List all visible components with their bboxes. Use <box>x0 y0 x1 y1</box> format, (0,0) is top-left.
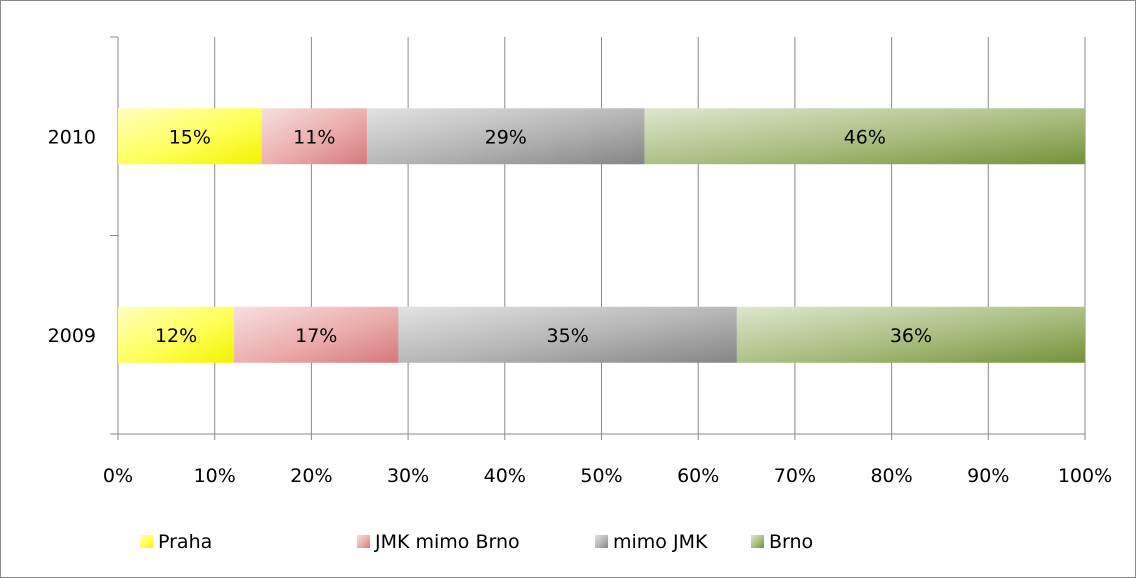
data-label: 29% <box>485 126 527 148</box>
bars: 15% 11% 29% 46% 12% 17% 35% 36% <box>118 108 1085 363</box>
legend-swatch <box>595 535 608 548</box>
legend: Praha JMK mimo Brno mimo JMK Brno <box>140 531 813 553</box>
x-tick-label: 0% <box>103 465 133 487</box>
data-label: 46% <box>844 126 886 148</box>
data-label: 15% <box>169 126 211 148</box>
x-tick-labels: 0% 10% 20% 30% 40% 50% 60% 70% 80% 90% 100% <box>103 465 1112 487</box>
data-label: 17% <box>295 325 337 347</box>
y-tick-labels: 2010 2009 <box>48 126 96 347</box>
legend-swatch <box>140 535 153 548</box>
bar-segment <box>366 108 645 165</box>
legend-swatch <box>357 535 370 548</box>
grid-lines <box>117 37 1086 434</box>
data-label: 11% <box>293 126 335 148</box>
bar-segment <box>118 108 262 165</box>
bar-segment <box>261 108 367 165</box>
x-tick-label: 70% <box>774 465 816 487</box>
bar-segment <box>118 306 235 363</box>
legend-label: Praha <box>158 531 212 553</box>
x-tick-label: 60% <box>677 465 719 487</box>
y-tick-label: 2010 <box>48 126 96 148</box>
x-tick-label: 30% <box>387 465 429 487</box>
data-label: 12% <box>155 325 197 347</box>
axes <box>110 36 1086 440</box>
legend-label: mimo JMK <box>613 531 708 553</box>
data-label: 35% <box>547 325 589 347</box>
data-label: 36% <box>890 325 932 347</box>
x-tick-label: 50% <box>580 465 622 487</box>
legend-label: Brno <box>769 531 813 553</box>
bar-segment <box>398 306 737 363</box>
bar-segment <box>736 306 1085 363</box>
x-tick-label: 40% <box>484 465 526 487</box>
y-tick-label: 2009 <box>48 325 96 347</box>
x-tick-label: 100% <box>1058 465 1112 487</box>
x-tick-label: 10% <box>194 465 236 487</box>
bar-segment <box>234 306 399 363</box>
bar-segment <box>644 108 1085 165</box>
legend-swatch <box>751 535 764 548</box>
x-tick-label: 20% <box>290 465 332 487</box>
legend-label: JMK mimo Brno <box>374 531 520 553</box>
x-tick-label: 80% <box>870 465 912 487</box>
x-tick-label: 90% <box>967 465 1009 487</box>
